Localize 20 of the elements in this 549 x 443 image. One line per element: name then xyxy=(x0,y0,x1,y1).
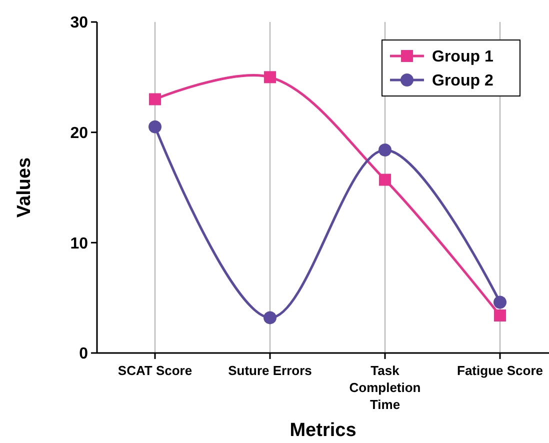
point xyxy=(379,174,391,186)
x-tick-label: SCAT Score xyxy=(118,363,192,378)
legend-label: Group 2 xyxy=(432,72,494,90)
y-axis-title: Values xyxy=(14,157,35,218)
x-tick-label: Suture Errors xyxy=(228,363,312,378)
point xyxy=(148,120,162,134)
legend-label: Group 1 xyxy=(432,48,494,66)
x-axis-title: Metrics xyxy=(290,420,356,441)
point xyxy=(494,309,506,322)
y-tick-label: 10 xyxy=(70,235,88,252)
point xyxy=(149,93,161,106)
point xyxy=(264,311,276,324)
point xyxy=(378,143,392,156)
x-tick-label: Task Completion Time xyxy=(349,363,421,412)
y-tick-label: 20 xyxy=(70,124,88,142)
point xyxy=(494,296,506,309)
point xyxy=(264,71,276,84)
x-tick-label: Fatigue Score xyxy=(457,363,543,378)
y-tick-label: 30 xyxy=(70,14,88,32)
y-tick-label: 0 xyxy=(79,346,88,363)
